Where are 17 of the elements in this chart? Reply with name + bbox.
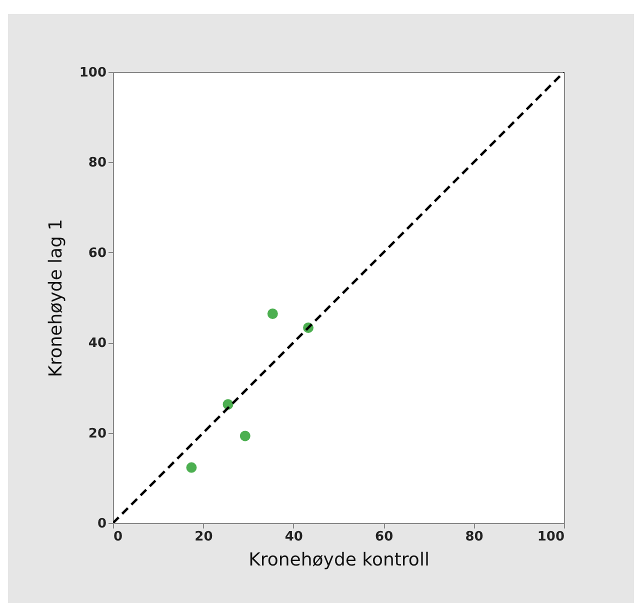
point: [240, 430, 250, 442]
y-tick-label: 0: [97, 516, 106, 532]
x-axis-title: Kronehøyde kontroll: [248, 550, 430, 570]
x-tick-label: 40: [284, 530, 303, 544]
x-tick-label: 0: [114, 530, 123, 544]
y-tick-label: 40: [88, 336, 106, 352]
y-tick-label: 100: [79, 66, 106, 80]
x-tick-label: 60: [375, 530, 394, 544]
y-axis-title: Kronehøyde lag 1: [45, 218, 66, 378]
point: [267, 308, 278, 319]
x-tick-label: 80: [465, 530, 484, 544]
y-tick-label: 20: [88, 426, 106, 442]
y-tick-label: 60: [88, 246, 106, 261]
y-tick-label: 80: [88, 156, 106, 171]
point: [186, 462, 197, 473]
x-tick-label: 100: [537, 530, 564, 544]
x-tick-label: 20: [194, 530, 213, 544]
